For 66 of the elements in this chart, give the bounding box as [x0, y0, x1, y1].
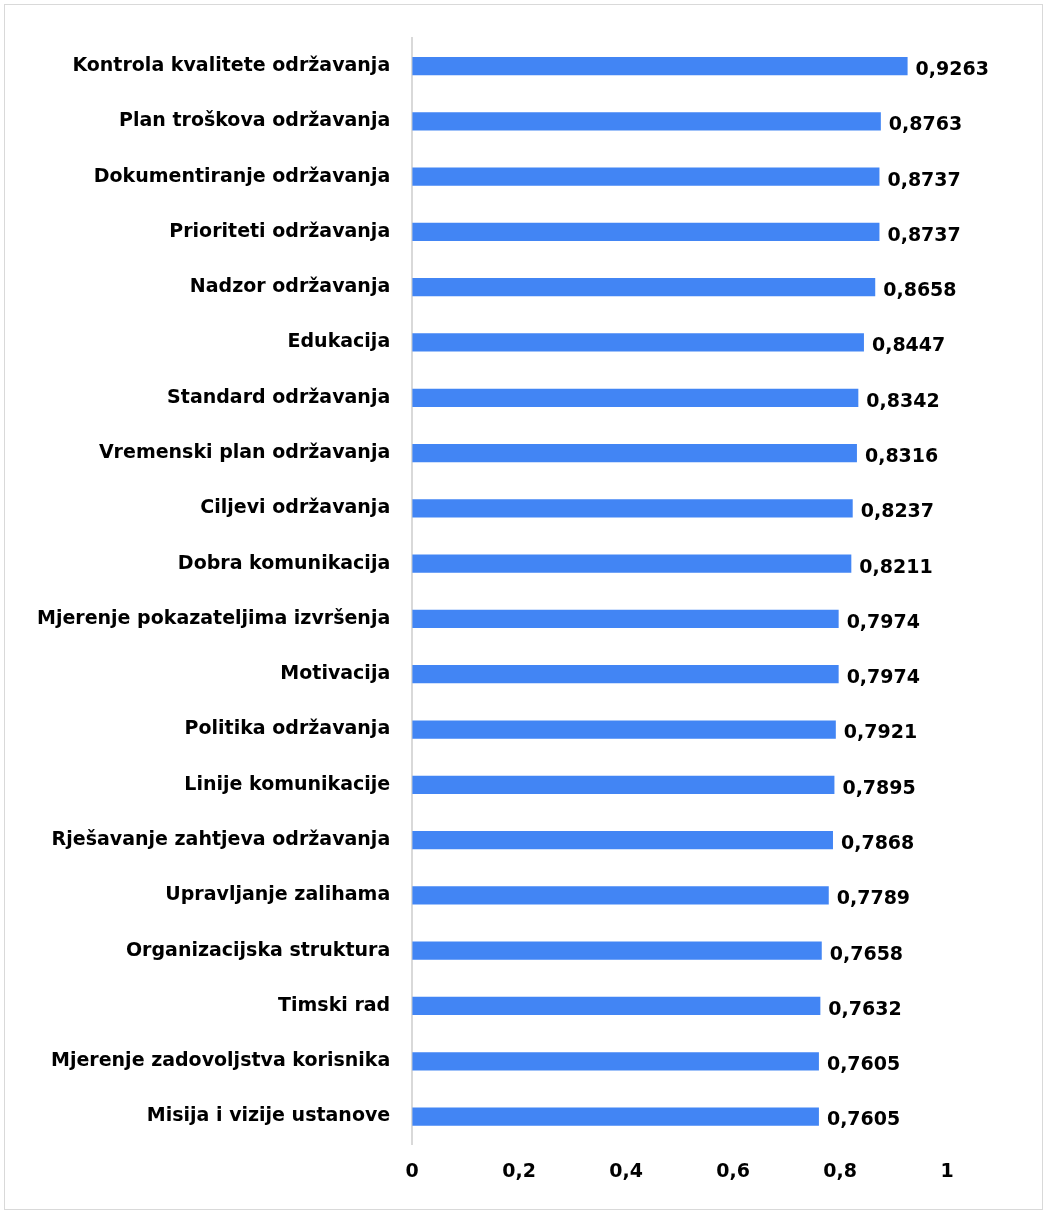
bar: [412, 1052, 819, 1071]
bar: [412, 775, 835, 794]
bar: [412, 609, 839, 629]
y-tick-label: Organizacijska struktura: [125, 937, 391, 960]
bar: [412, 554, 852, 573]
bar: [412, 830, 833, 850]
y-tick-label: Dokumentiranje održavanja: [93, 163, 391, 186]
y-tick-label: Dobra komunikacija: [177, 550, 391, 573]
y-tick-label: Vremenski plan održavanja: [98, 440, 391, 463]
bar: [412, 167, 880, 186]
data-label: 0,7974: [846, 609, 920, 632]
data-label: 0,7605: [826, 1052, 901, 1075]
bar: [412, 720, 836, 739]
y-tick-label: Nadzor održavanja: [189, 274, 391, 297]
y-tick-label: Timski rad: [278, 992, 391, 1015]
y-tick-label: Kontrola kvalitete održavanja: [72, 52, 391, 75]
y-tick-label: Rješavanje zahtjeva održavanja: [51, 827, 391, 850]
data-label: 0,7921: [843, 720, 918, 743]
y-tick-label: Misija i vizije ustanove: [146, 1103, 391, 1126]
x-tick-label: 0,2: [502, 1158, 537, 1181]
bar: [412, 112, 881, 131]
data-label: 0,8316: [864, 444, 939, 467]
y-tick-label: Ciljevi održavanja: [200, 495, 391, 518]
data-label: 0,9263: [915, 56, 989, 79]
x-tick-label: 0,6: [716, 1158, 750, 1181]
y-tick-label: Standard održavanja: [167, 384, 391, 407]
data-label: 0,7868: [840, 831, 915, 854]
data-label: 0,8737: [887, 222, 961, 245]
bar: [412, 388, 859, 407]
bar: [412, 941, 822, 960]
bar: [412, 56, 908, 76]
bar: [412, 665, 839, 684]
bar: [412, 278, 876, 297]
bar: [412, 443, 857, 463]
bar: [412, 222, 880, 242]
data-label: 0,7789: [836, 886, 911, 909]
y-tick-label: Mjerenje zadovoljstva korisnika: [51, 1048, 391, 1071]
data-label: 0,8658: [883, 278, 957, 301]
data-label: 0,7658: [829, 941, 904, 964]
y-tick-label: Edukacija: [287, 329, 391, 352]
data-label: 0,7632: [828, 996, 902, 1019]
data-label: 0,8211: [859, 554, 933, 577]
bar: [412, 1107, 819, 1126]
bar: [412, 886, 829, 905]
data-label: 0,8737: [887, 167, 961, 190]
x-tick-label: 0: [405, 1158, 419, 1181]
x-tick-label: 0,4: [609, 1158, 643, 1181]
y-tick-label: Plan troškova održavanja: [119, 108, 391, 131]
data-label: 0,8342: [866, 388, 940, 411]
y-tick-label: Prioriteti održavanja: [169, 218, 391, 241]
y-tick-label: Linije komunikacije: [184, 771, 391, 794]
y-tick-label: Politika održavanja: [184, 716, 391, 739]
data-label: 0,7974: [846, 665, 920, 688]
bar: [412, 333, 864, 352]
y-tick-label: Upravljanje zalihama: [165, 882, 391, 905]
bar: [412, 996, 821, 1016]
data-label: 0,7895: [842, 775, 916, 798]
data-label: 0,8447: [871, 333, 946, 356]
data-label: 0,8763: [888, 112, 963, 135]
data-label: 0,7605: [826, 1107, 901, 1130]
x-tick-label: 0,8: [823, 1158, 857, 1181]
data-label: 0,8237: [860, 499, 935, 522]
y-tick-label: Mjerenje pokazateljima izvršenja: [37, 605, 391, 628]
bar: [412, 499, 853, 518]
x-tick-label: 1: [940, 1158, 954, 1181]
y-tick-label: Motivacija: [280, 661, 391, 684]
